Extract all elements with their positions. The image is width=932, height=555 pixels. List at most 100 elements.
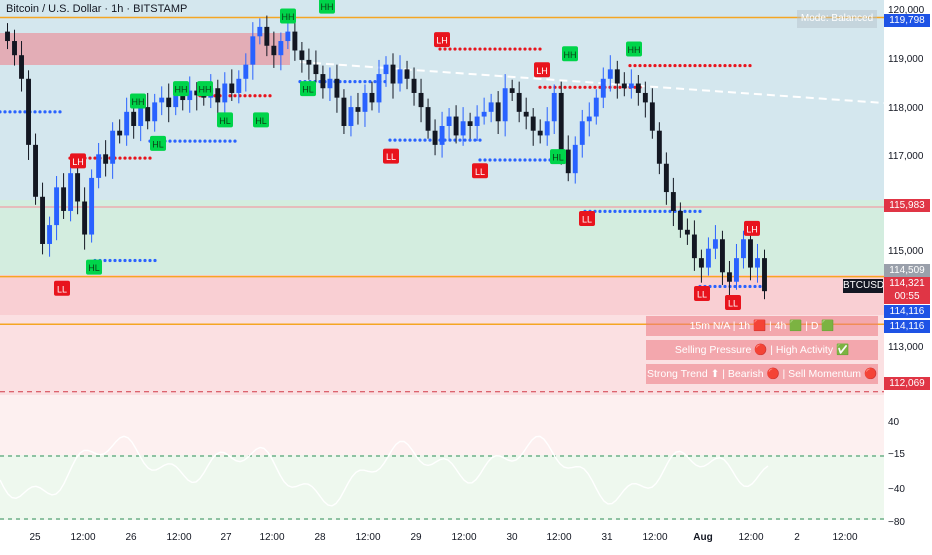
sr-dot [478,47,482,51]
osc-axis-label: 40 [888,417,900,428]
candle-body [614,69,620,84]
candle-body [19,55,24,79]
structure-label: HH [626,41,642,57]
candle-body [26,78,31,145]
sr-dot [138,156,142,160]
structure-label-bg [217,112,233,128]
sr-dot [503,158,507,162]
structure-label: LH [744,220,760,236]
candle-body [544,121,550,136]
candle-body [47,225,53,244]
sr-dot [48,110,52,114]
candle-body [495,102,501,122]
time-axis-label: 12:00 [738,532,764,543]
structure-label-bg [434,32,450,48]
structure-label-bg [54,280,70,296]
sr-dot [33,110,37,114]
sr-dot [543,85,547,89]
structure-label-text: HL [302,85,314,95]
structure-label: HL [300,81,316,97]
candle-body [173,92,179,108]
time-axis-label: 26 [125,532,137,543]
sr-dot [633,63,637,68]
sr-dot [648,209,652,214]
sr-dot [613,85,617,89]
candle-body [656,130,662,164]
sr-dot [253,94,257,98]
structure-label-text: HL [152,139,164,149]
candle-body [467,121,473,126]
sr-dot [578,85,582,89]
sr-dot [43,110,47,114]
candle-body [341,97,347,126]
sr-dot [713,284,717,289]
time-axis-label: Aug [693,532,713,543]
candle-body [642,92,648,103]
sr-dot [123,258,127,263]
sr-dot [118,258,122,263]
candle-body [348,107,354,126]
structure-label-bg [197,81,213,97]
structure-label-bg [562,46,578,62]
structure-label-text: HH [132,97,145,107]
sr-dot [368,80,372,84]
sr-dot [508,158,512,162]
candle-body [285,31,291,42]
sr-dot [228,139,232,143]
sr-dot [38,110,42,114]
sr-dot [528,47,532,51]
time-axis-label: 28 [314,532,326,543]
structure-label-text: LL [57,284,67,294]
candle-body [741,239,746,259]
sr-dot [128,258,132,263]
sr-dot [468,138,472,142]
sr-dot [343,80,347,84]
sr-dot [148,258,152,263]
candle-body [565,149,571,174]
structure-label-bg [579,210,595,226]
candle-body [446,116,452,126]
candle-body [68,173,74,211]
candle-body [432,130,438,145]
sr-dot [408,138,412,142]
sr-dot [603,209,607,214]
candle-body [698,258,704,268]
candle-body [180,92,186,101]
sr-dot [508,47,512,51]
sr-dot [538,47,542,51]
sr-dot [193,139,197,143]
sr-dot [473,138,477,142]
sr-dot [458,138,462,142]
candle-body [355,107,361,112]
sr-dot [673,63,677,68]
structure-label: HL [550,149,566,165]
sr-dot [708,63,712,68]
sr-dot [498,47,502,51]
symbol-tag: BTCUSD [843,279,885,293]
sr-dot [258,94,262,98]
candle-body [271,45,277,56]
price-axis-label: 120,000 [888,5,925,16]
sr-dot [183,139,187,143]
sr-dot [403,138,407,142]
structure-label: HL [86,259,102,275]
sr-dot [703,63,707,68]
time-axis-label: 12:00 [642,532,668,543]
sr-dot [173,139,177,143]
sr-dot [363,80,367,84]
sr-dot [18,110,22,114]
candle-body [719,239,725,273]
sr-dot [233,94,237,98]
candle-body [383,64,389,75]
structure-label-bg [300,81,316,97]
sr-dot [243,94,247,98]
sr-dot [638,209,642,214]
sr-dot [208,139,212,143]
candle-body [33,144,38,197]
structure-label: HH [197,81,213,97]
structure-label: HL [253,112,269,128]
candle-body [187,90,193,101]
candle-body [376,74,382,103]
structure-label: HH [319,0,335,14]
